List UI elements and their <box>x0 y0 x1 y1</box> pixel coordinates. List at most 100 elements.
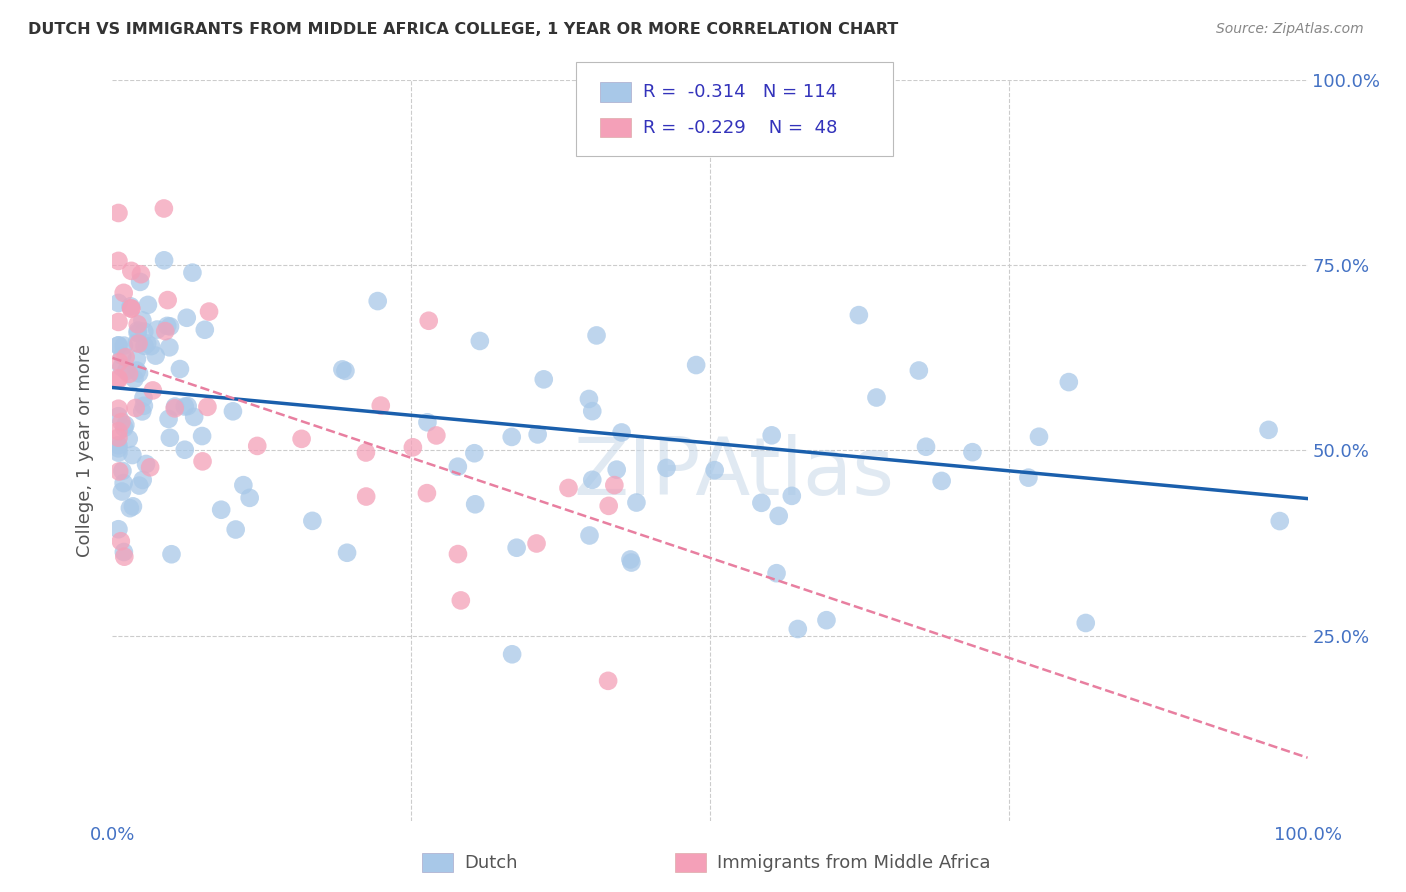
Point <box>107 338 129 352</box>
Point <box>557 481 579 495</box>
Point <box>128 478 150 492</box>
Text: Dutch: Dutch <box>464 854 517 871</box>
Point <box>111 464 134 478</box>
Point <box>111 484 134 499</box>
Text: DUTCH VS IMMIGRANTS FROM MIDDLE AFRICA COLLEGE, 1 YEAR OR MORE CORRELATION CHART: DUTCH VS IMMIGRANTS FROM MIDDLE AFRICA C… <box>28 22 898 37</box>
Point <box>108 465 131 479</box>
Point <box>222 404 245 418</box>
Point <box>157 340 180 354</box>
Point <box>139 339 162 353</box>
Point <box>129 267 152 281</box>
Point <box>416 486 439 500</box>
Point <box>125 363 148 377</box>
Point <box>173 400 195 414</box>
Point <box>142 384 165 398</box>
Point <box>132 391 155 405</box>
Point <box>354 490 377 504</box>
Point <box>301 514 323 528</box>
Point <box>915 440 938 454</box>
Point <box>418 314 440 328</box>
Point <box>191 454 214 468</box>
Point <box>131 313 153 327</box>
Point <box>354 445 377 459</box>
Point <box>159 319 181 334</box>
Point <box>107 338 129 352</box>
Point <box>703 463 725 477</box>
Point <box>136 336 159 351</box>
Point <box>120 264 142 278</box>
Point <box>145 349 167 363</box>
Point <box>107 371 129 385</box>
Point <box>112 545 135 559</box>
Point <box>118 432 141 446</box>
Point <box>291 432 314 446</box>
Point <box>335 364 357 378</box>
Point <box>931 474 953 488</box>
Point <box>786 622 808 636</box>
Point <box>120 301 142 316</box>
Point <box>107 522 129 536</box>
Point <box>751 496 773 510</box>
Point <box>107 206 129 220</box>
Point <box>156 293 179 307</box>
Point <box>191 429 214 443</box>
Point <box>685 358 707 372</box>
Point <box>127 318 149 332</box>
Point <box>526 536 548 550</box>
Point <box>962 445 984 459</box>
Point <box>815 613 838 627</box>
Point <box>194 323 217 337</box>
Point <box>619 552 641 566</box>
Point <box>134 325 156 339</box>
Point <box>232 478 254 492</box>
Point <box>598 499 620 513</box>
Point <box>107 431 129 445</box>
Text: Immigrants from Middle Africa: Immigrants from Middle Africa <box>717 854 991 871</box>
Point <box>578 392 600 406</box>
Point <box>108 355 131 369</box>
Point <box>111 349 134 363</box>
Point <box>581 404 603 418</box>
Point <box>246 439 269 453</box>
Text: R =  -0.229    N =  48: R = -0.229 N = 48 <box>643 119 837 136</box>
Point <box>533 372 555 386</box>
Point <box>107 438 129 452</box>
Point <box>626 495 648 509</box>
Point <box>402 440 425 454</box>
Point <box>908 363 931 377</box>
Point <box>225 523 247 537</box>
Point <box>135 457 157 471</box>
Point <box>124 372 146 386</box>
Point <box>157 412 180 426</box>
Point <box>153 202 176 216</box>
Point <box>848 308 870 322</box>
Point <box>198 304 221 318</box>
Point <box>416 415 439 429</box>
Point <box>128 367 150 381</box>
Point <box>620 556 643 570</box>
Point <box>112 476 135 491</box>
Point <box>598 673 620 688</box>
Point <box>122 500 145 514</box>
Point <box>336 546 359 560</box>
Point <box>131 404 153 418</box>
Point <box>501 430 523 444</box>
Point <box>107 424 129 438</box>
Point <box>197 400 219 414</box>
Point <box>606 463 628 477</box>
Point <box>173 442 195 457</box>
Point <box>107 442 129 456</box>
Point <box>127 326 149 340</box>
Point <box>761 428 783 442</box>
Point <box>1268 514 1291 528</box>
Point <box>468 334 491 348</box>
Point <box>183 409 205 424</box>
Point <box>107 401 129 416</box>
Point <box>118 501 141 516</box>
Point <box>110 415 132 429</box>
Point <box>127 324 149 338</box>
Point <box>159 431 181 445</box>
Point <box>655 461 678 475</box>
Point <box>112 338 135 352</box>
Point <box>110 360 132 375</box>
